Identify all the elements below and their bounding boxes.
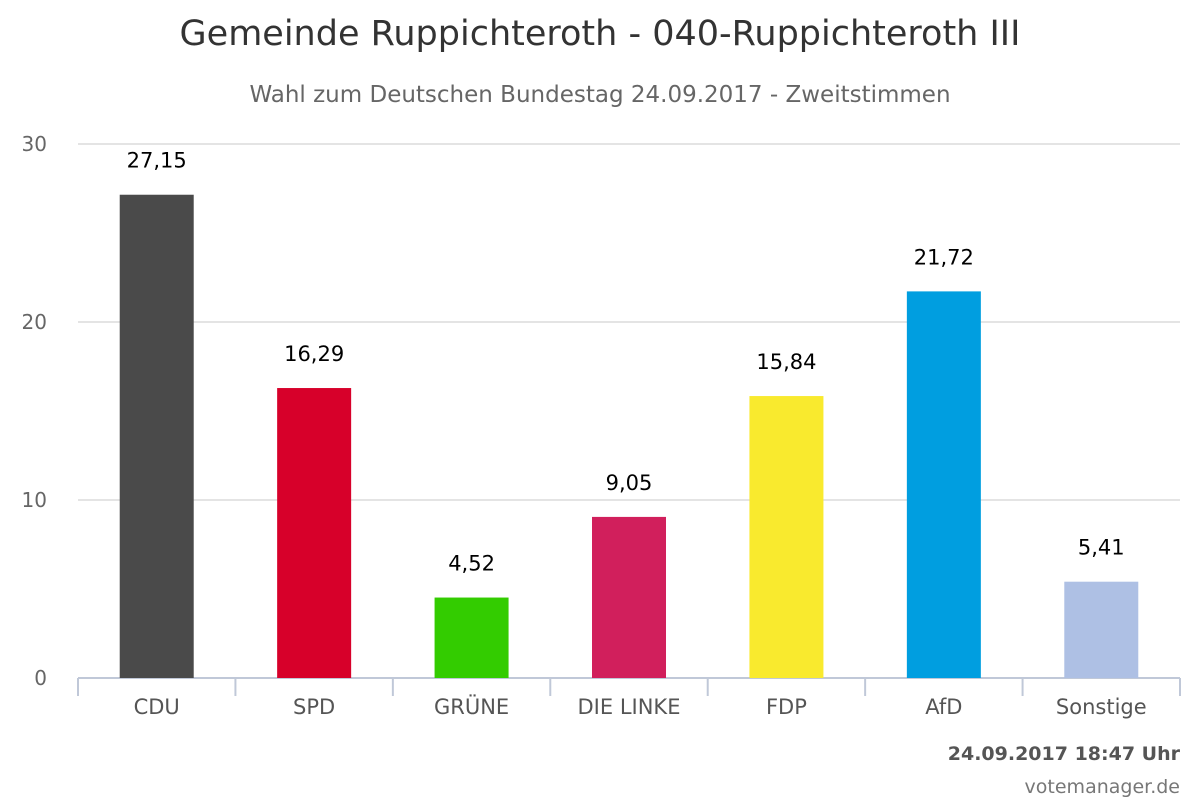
bar-die-linke	[592, 516, 666, 678]
data-label: 21,72	[914, 245, 974, 269]
data-label: 27,15	[127, 149, 187, 173]
x-tick-label: SPD	[293, 695, 335, 719]
chart-subtitle: Wahl zum Deutschen Bundestag 24.09.2017 …	[249, 82, 951, 108]
y-tick-label: 0	[34, 666, 47, 690]
x-tick-label: AfD	[925, 695, 962, 719]
data-label: 4,52	[448, 552, 495, 576]
chart-title: Gemeinde Ruppichteroth - 040-Ruppichtero…	[179, 14, 1021, 54]
y-tick-label: 10	[22, 488, 47, 512]
x-tick-label: FDP	[766, 695, 807, 719]
bar-fdp	[749, 396, 824, 678]
bar-grüne	[434, 597, 509, 678]
source-credit: votemanager.de	[1024, 776, 1180, 798]
bar-sonstige	[1064, 581, 1139, 678]
bar-cdu	[119, 194, 194, 679]
y-tick-label: 20	[22, 310, 47, 334]
y-tick-label: 30	[22, 132, 47, 156]
bar-afd	[906, 291, 981, 678]
bar-spd	[277, 388, 352, 678]
timestamp: 24.09.2017 18:47 Uhr	[947, 743, 1180, 765]
x-tick-label: DIE LINKE	[578, 695, 681, 719]
data-label: 16,29	[284, 342, 344, 366]
data-label: 15,84	[756, 350, 816, 374]
data-label: 5,41	[1078, 536, 1125, 560]
x-tick-label: GRÜNE	[434, 694, 509, 719]
x-tick-label: CDU	[134, 695, 180, 719]
x-tick-label: Sonstige	[1056, 695, 1147, 719]
data-label: 9,05	[606, 471, 653, 495]
